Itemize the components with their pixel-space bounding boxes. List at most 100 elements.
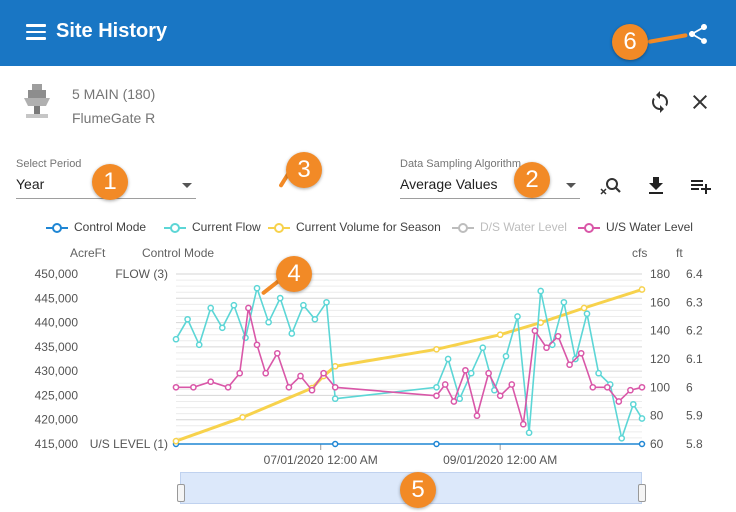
data-point-current-volume-for-season [580, 304, 588, 312]
data-point-u-s-water-level [473, 412, 481, 420]
data-point-current-flow [537, 287, 545, 295]
x-tick-label: 09/01/2020 12:00 AM [443, 453, 557, 467]
page-title: Site History [56, 20, 168, 42]
legend-item-current-volume[interactable]: Current Volume for Season [268, 220, 441, 234]
data-point-u-s-water-level [496, 392, 504, 400]
playlist-add-icon[interactable] [688, 174, 712, 198]
data-point-u-s-water-level [508, 381, 516, 388]
data-point-u-s-water-level [577, 349, 585, 357]
data-point-u-s-water-level [531, 327, 539, 335]
legend-item-us-water-level[interactable]: U/S Water Level [578, 220, 693, 234]
legend-marker [268, 223, 290, 233]
site-history-chart[interactable]: 450,000 445,000 440,000 435,000 430,000 425,0… [0, 240, 736, 472]
data-point-current-flow [444, 355, 452, 363]
data-point-current-flow [195, 341, 203, 349]
y-tick-label-volume: 435,000 [35, 340, 79, 354]
navigator-left-handle[interactable] [177, 484, 185, 502]
data-point-current-flow [331, 395, 339, 403]
y-tick-label-control-mode: U/S LEVEL (1) [90, 437, 168, 451]
data-point-u-s-water-level [589, 383, 597, 391]
data-point-current-flow [172, 335, 180, 343]
y-tick-label-level: 5.8 [686, 437, 703, 451]
y-tick-label-level: 6.1 [686, 352, 703, 366]
data-point-current-flow [618, 434, 626, 442]
data-point-u-s-water-level [441, 381, 449, 388]
refresh-icon[interactable] [648, 90, 672, 114]
share-icon[interactable] [686, 22, 710, 46]
legend-item-current-flow[interactable]: Current Flow [164, 220, 261, 234]
data-point-control-mode [331, 440, 339, 448]
data-point-current-flow [288, 330, 296, 337]
axis-title-volume: AcreFt [70, 246, 106, 260]
data-point-u-s-water-level [285, 383, 293, 391]
sampling-value: Average Values [400, 176, 498, 192]
data-point-u-s-water-level [207, 378, 215, 386]
y-tick-label-volume: 445,000 [35, 291, 79, 305]
site-type: FlumeGate R [72, 110, 156, 126]
data-point-u-s-water-level [253, 341, 261, 349]
x-tick-label: 07/01/2020 12:00 AM [264, 453, 378, 467]
y-tick-label-flow: 120 [650, 352, 670, 366]
chevron-down-icon [182, 183, 192, 188]
y-tick-label-volume: 415,000 [35, 437, 79, 451]
data-point-u-s-water-level [485, 369, 492, 377]
navigator-right-handle[interactable] [638, 484, 646, 502]
data-point-current-flow [629, 400, 637, 408]
chevron-down-icon [566, 183, 576, 188]
data-point-u-s-water-level [308, 386, 316, 394]
data-point-u-s-water-level [320, 369, 327, 377]
series-line-current-volume-for-season [175, 288, 643, 443]
data-point-current-flow [456, 395, 464, 403]
data-point-current-flow [218, 324, 226, 332]
data-point-u-s-water-level [190, 383, 197, 391]
annotation-badge-2: 2 [514, 162, 550, 198]
period-value: Year [16, 176, 45, 192]
data-point-current-flow [311, 315, 319, 323]
data-point-control-mode [433, 440, 440, 448]
close-icon[interactable] [688, 90, 712, 114]
data-point-current-flow [207, 304, 215, 312]
y-tick-label-volume: 420,000 [35, 413, 79, 427]
y-tick-label-level: 6.3 [686, 295, 703, 309]
annotation-badge-4: 4 [276, 256, 312, 292]
annotation-badge-1: 1 [92, 164, 128, 200]
data-point-current-flow [230, 301, 238, 309]
data-point-current-volume-for-season [638, 286, 646, 293]
data-point-current-flow [583, 310, 591, 318]
y-tick-label-flow: 60 [650, 437, 664, 451]
data-point-current-volume-for-season [239, 413, 246, 421]
data-point-current-volume-for-season [433, 345, 440, 353]
annotation-badge-3: 3 [286, 152, 322, 188]
y-tick-label-volume: 450,000 [35, 267, 79, 281]
legend-item-control-mode[interactable]: Control Mode [46, 220, 146, 234]
annotation-badge-6: 6 [612, 24, 648, 60]
data-point-current-flow [184, 315, 191, 323]
legend-label: Current Flow [192, 220, 261, 234]
legend-marker [46, 223, 68, 233]
data-point-u-s-water-level [273, 349, 281, 357]
legend-label: D/S Water Level [480, 220, 567, 234]
data-point-current-flow [638, 415, 646, 422]
annotation-badge-5: 5 [400, 472, 436, 508]
y-tick-label-flow: 100 [650, 380, 670, 394]
sampling-select[interactable]: Average Values [400, 174, 580, 199]
legend-label: Control Mode [74, 220, 147, 234]
flumegate-icon [20, 84, 54, 120]
data-point-current-flow [433, 383, 440, 391]
legend-item-ds-water-level[interactable]: D/S Water Level [452, 220, 567, 234]
data-point-current-volume-for-season [496, 331, 504, 339]
data-point-current-flow [265, 318, 272, 326]
series-line-current-flow [175, 285, 643, 442]
download-icon[interactable] [644, 174, 668, 198]
data-point-current-flow [525, 429, 533, 437]
data-point-u-s-water-level [224, 383, 232, 391]
zoom-reset-icon[interactable] [598, 174, 622, 198]
legend-label: Current Volume for Season [296, 220, 441, 234]
axis-title-flow: cfs [632, 246, 648, 260]
legend-marker [578, 223, 600, 233]
data-point-u-s-water-level [638, 383, 646, 391]
data-point-u-s-water-level [543, 344, 550, 352]
y-tick-label-level: 6 [686, 380, 693, 394]
data-point-u-s-water-level [450, 398, 458, 405]
menu-icon[interactable] [26, 24, 46, 40]
